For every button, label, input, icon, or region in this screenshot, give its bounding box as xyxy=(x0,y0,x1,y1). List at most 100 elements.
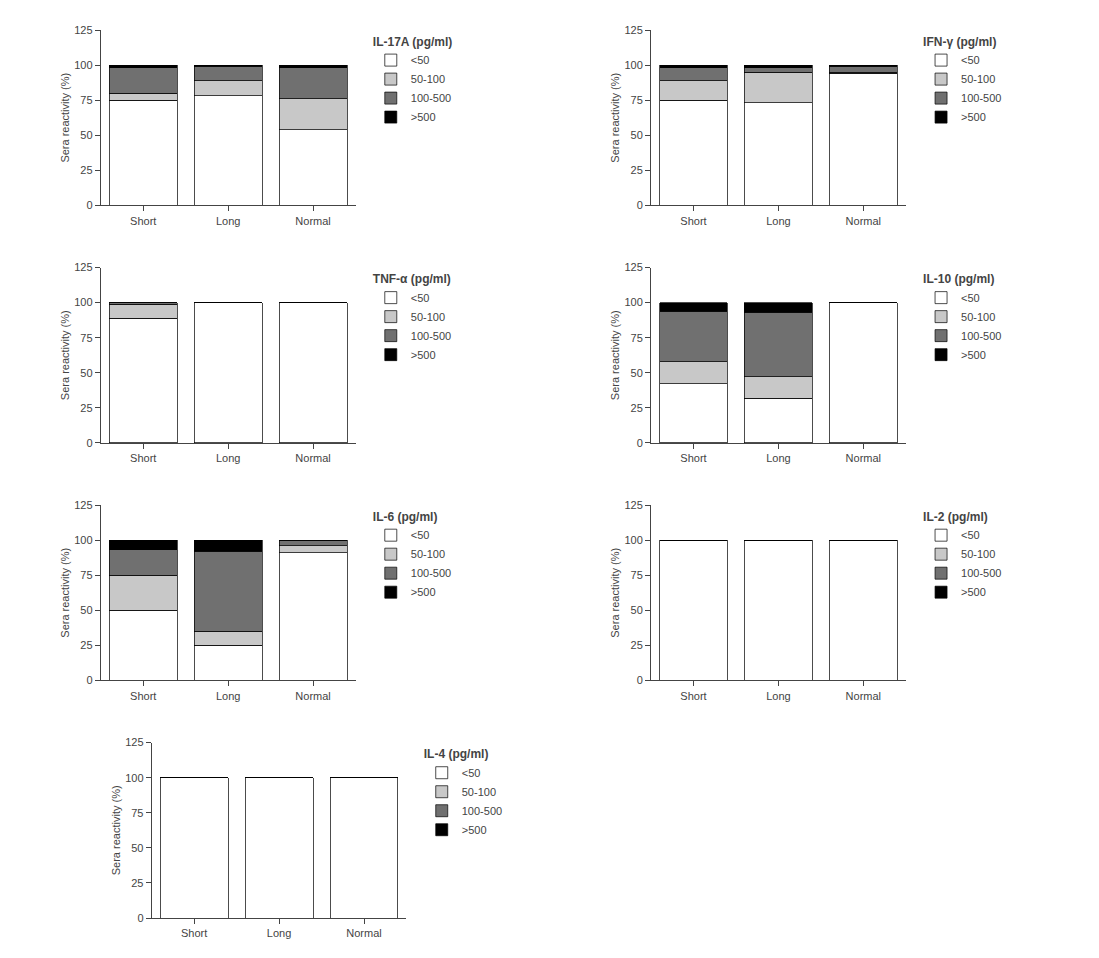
svg-text:25: 25 xyxy=(131,877,143,889)
svg-text:50-100: 50-100 xyxy=(961,548,995,560)
svg-text:125: 125 xyxy=(74,499,92,511)
svg-text:>500: >500 xyxy=(411,586,436,598)
svg-text:<50: <50 xyxy=(411,54,430,66)
svg-text:Sera reactivity (%): Sera reactivity (%) xyxy=(59,73,71,163)
svg-text:75: 75 xyxy=(631,332,643,344)
svg-text:0: 0 xyxy=(637,437,643,449)
svg-text:>500: >500 xyxy=(961,349,986,361)
svg-text:50: 50 xyxy=(131,842,143,854)
svg-text:100: 100 xyxy=(74,296,92,308)
svg-text:50: 50 xyxy=(80,604,92,616)
svg-text:Short: Short xyxy=(680,690,706,702)
svg-text:IL-17A (pg/ml): IL-17A (pg/ml) xyxy=(373,35,453,49)
svg-text:100-500: 100-500 xyxy=(411,567,451,579)
svg-text:75: 75 xyxy=(631,94,643,106)
svg-text:0: 0 xyxy=(86,437,92,449)
svg-text:100: 100 xyxy=(125,772,143,784)
svg-text:0: 0 xyxy=(137,912,143,924)
svg-text:Sera reactivity (%): Sera reactivity (%) xyxy=(609,548,621,638)
svg-text:25: 25 xyxy=(631,402,643,414)
svg-text:125: 125 xyxy=(74,261,92,273)
svg-text:<50: <50 xyxy=(411,292,430,304)
svg-text:25: 25 xyxy=(80,164,92,176)
svg-text:IL-2 (pg/ml): IL-2 (pg/ml) xyxy=(923,510,988,524)
svg-text:25: 25 xyxy=(80,402,92,414)
svg-text:Normal: Normal xyxy=(295,215,330,227)
svg-text:Short: Short xyxy=(181,927,207,939)
svg-text:50: 50 xyxy=(80,129,92,141)
svg-text:0: 0 xyxy=(637,199,643,211)
svg-text:Sera reactivity (%): Sera reactivity (%) xyxy=(609,310,621,400)
svg-text:Long: Long xyxy=(766,690,790,702)
svg-text:75: 75 xyxy=(631,569,643,581)
svg-text:IL-10 (pg/ml): IL-10 (pg/ml) xyxy=(923,272,994,286)
svg-text:25: 25 xyxy=(631,639,643,651)
svg-text:100: 100 xyxy=(74,534,92,546)
svg-text:<50: <50 xyxy=(961,529,980,541)
svg-text:>500: >500 xyxy=(411,111,436,123)
svg-text:100-500: 100-500 xyxy=(462,805,502,817)
svg-text:Short: Short xyxy=(130,690,156,702)
svg-text:Long: Long xyxy=(766,452,790,464)
svg-text:Normal: Normal xyxy=(295,690,330,702)
svg-text:Normal: Normal xyxy=(846,452,881,464)
svg-text:TNF-α (pg/ml): TNF-α (pg/ml) xyxy=(373,272,451,286)
svg-text:Sera reactivity (%): Sera reactivity (%) xyxy=(609,73,621,163)
svg-text:Sera reactivity (%): Sera reactivity (%) xyxy=(59,548,71,638)
svg-text:0: 0 xyxy=(637,674,643,686)
svg-text:50-100: 50-100 xyxy=(961,311,995,323)
svg-text:<50: <50 xyxy=(961,292,980,304)
svg-text:Normal: Normal xyxy=(846,215,881,227)
svg-text:0: 0 xyxy=(86,674,92,686)
svg-text:75: 75 xyxy=(80,332,92,344)
svg-text:50: 50 xyxy=(631,129,643,141)
svg-text:50-100: 50-100 xyxy=(411,73,445,85)
svg-text:50-100: 50-100 xyxy=(411,548,445,560)
svg-text:Short: Short xyxy=(130,215,156,227)
svg-text:0: 0 xyxy=(86,199,92,211)
svg-text:Short: Short xyxy=(130,452,156,464)
svg-text:<50: <50 xyxy=(961,54,980,66)
svg-text:100: 100 xyxy=(74,59,92,71)
svg-text:IL-4 (pg/ml): IL-4 (pg/ml) xyxy=(424,747,489,761)
svg-text:50: 50 xyxy=(631,604,643,616)
svg-text:Long: Long xyxy=(216,690,240,702)
svg-text:100-500: 100-500 xyxy=(411,92,451,104)
svg-text:125: 125 xyxy=(624,499,642,511)
svg-text:<50: <50 xyxy=(462,767,481,779)
svg-text:Long: Long xyxy=(216,215,240,227)
svg-text:100-500: 100-500 xyxy=(961,92,1001,104)
svg-text:>500: >500 xyxy=(411,349,436,361)
svg-text:25: 25 xyxy=(631,164,643,176)
svg-text:Long: Long xyxy=(267,927,291,939)
svg-text:50-100: 50-100 xyxy=(462,786,496,798)
svg-text:Long: Long xyxy=(766,215,790,227)
svg-text:Normal: Normal xyxy=(295,452,330,464)
svg-text:100-500: 100-500 xyxy=(961,567,1001,579)
svg-text:Sera reactivity (%): Sera reactivity (%) xyxy=(110,785,122,875)
svg-text:>500: >500 xyxy=(462,824,487,836)
svg-text:Sera reactivity (%): Sera reactivity (%) xyxy=(59,310,71,400)
svg-text:Normal: Normal xyxy=(846,690,881,702)
svg-text:Short: Short xyxy=(680,452,706,464)
svg-text:100-500: 100-500 xyxy=(411,330,451,342)
svg-text:<50: <50 xyxy=(411,529,430,541)
svg-text:75: 75 xyxy=(131,807,143,819)
svg-text:>500: >500 xyxy=(961,111,986,123)
svg-text:>500: >500 xyxy=(961,586,986,598)
svg-text:125: 125 xyxy=(624,24,642,36)
svg-text:25: 25 xyxy=(80,639,92,651)
svg-text:50: 50 xyxy=(80,367,92,379)
svg-text:Short: Short xyxy=(680,215,706,227)
svg-text:75: 75 xyxy=(80,94,92,106)
svg-text:100-500: 100-500 xyxy=(961,330,1001,342)
svg-text:50-100: 50-100 xyxy=(961,73,995,85)
svg-text:50: 50 xyxy=(631,367,643,379)
svg-text:100: 100 xyxy=(624,59,642,71)
svg-text:100: 100 xyxy=(624,296,642,308)
svg-text:Normal: Normal xyxy=(346,927,381,939)
svg-text:75: 75 xyxy=(80,569,92,581)
svg-text:125: 125 xyxy=(624,261,642,273)
svg-text:IFN-γ (pg/ml): IFN-γ (pg/ml) xyxy=(923,35,996,49)
svg-text:IL-6 (pg/ml): IL-6 (pg/ml) xyxy=(373,510,438,524)
